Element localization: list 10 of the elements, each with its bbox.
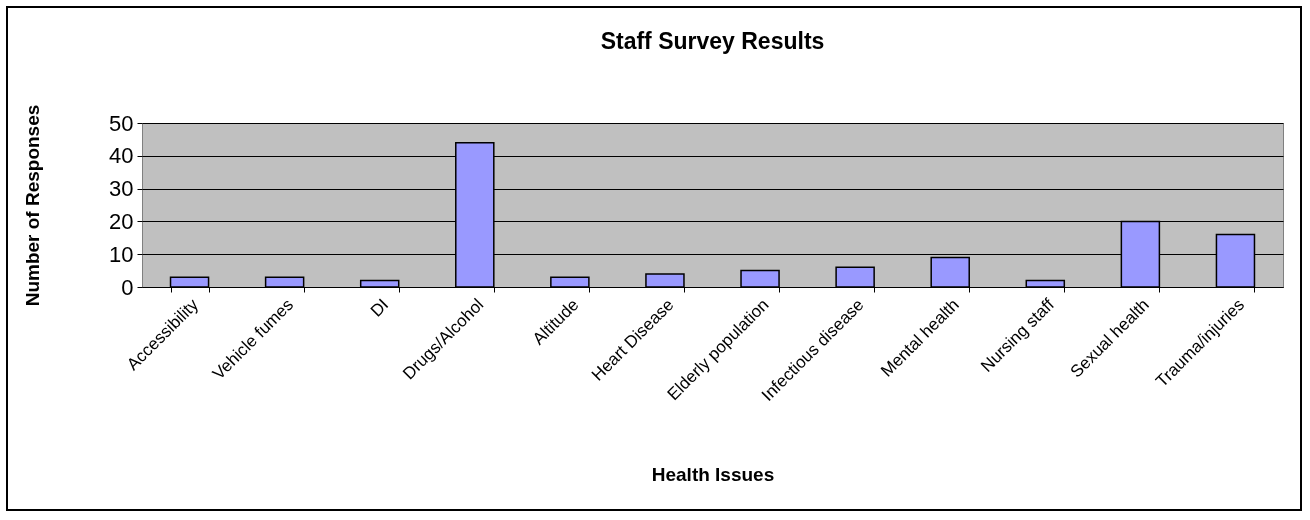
x-tick-label: DI (366, 295, 393, 321)
chart-title: Staff Survey Results (600, 28, 825, 55)
x-axis-title: Health Issues (651, 463, 775, 485)
y-axis-title: Number of Responses (21, 104, 43, 307)
y-tick-label: 30 (109, 176, 134, 202)
y-tick-label: 10 (109, 241, 134, 267)
y-tick-label: 50 (109, 110, 134, 136)
y-tick-label: 40 (109, 143, 134, 169)
y-tick-label: 20 (109, 208, 134, 234)
y-tick-label: 0 (121, 274, 134, 300)
